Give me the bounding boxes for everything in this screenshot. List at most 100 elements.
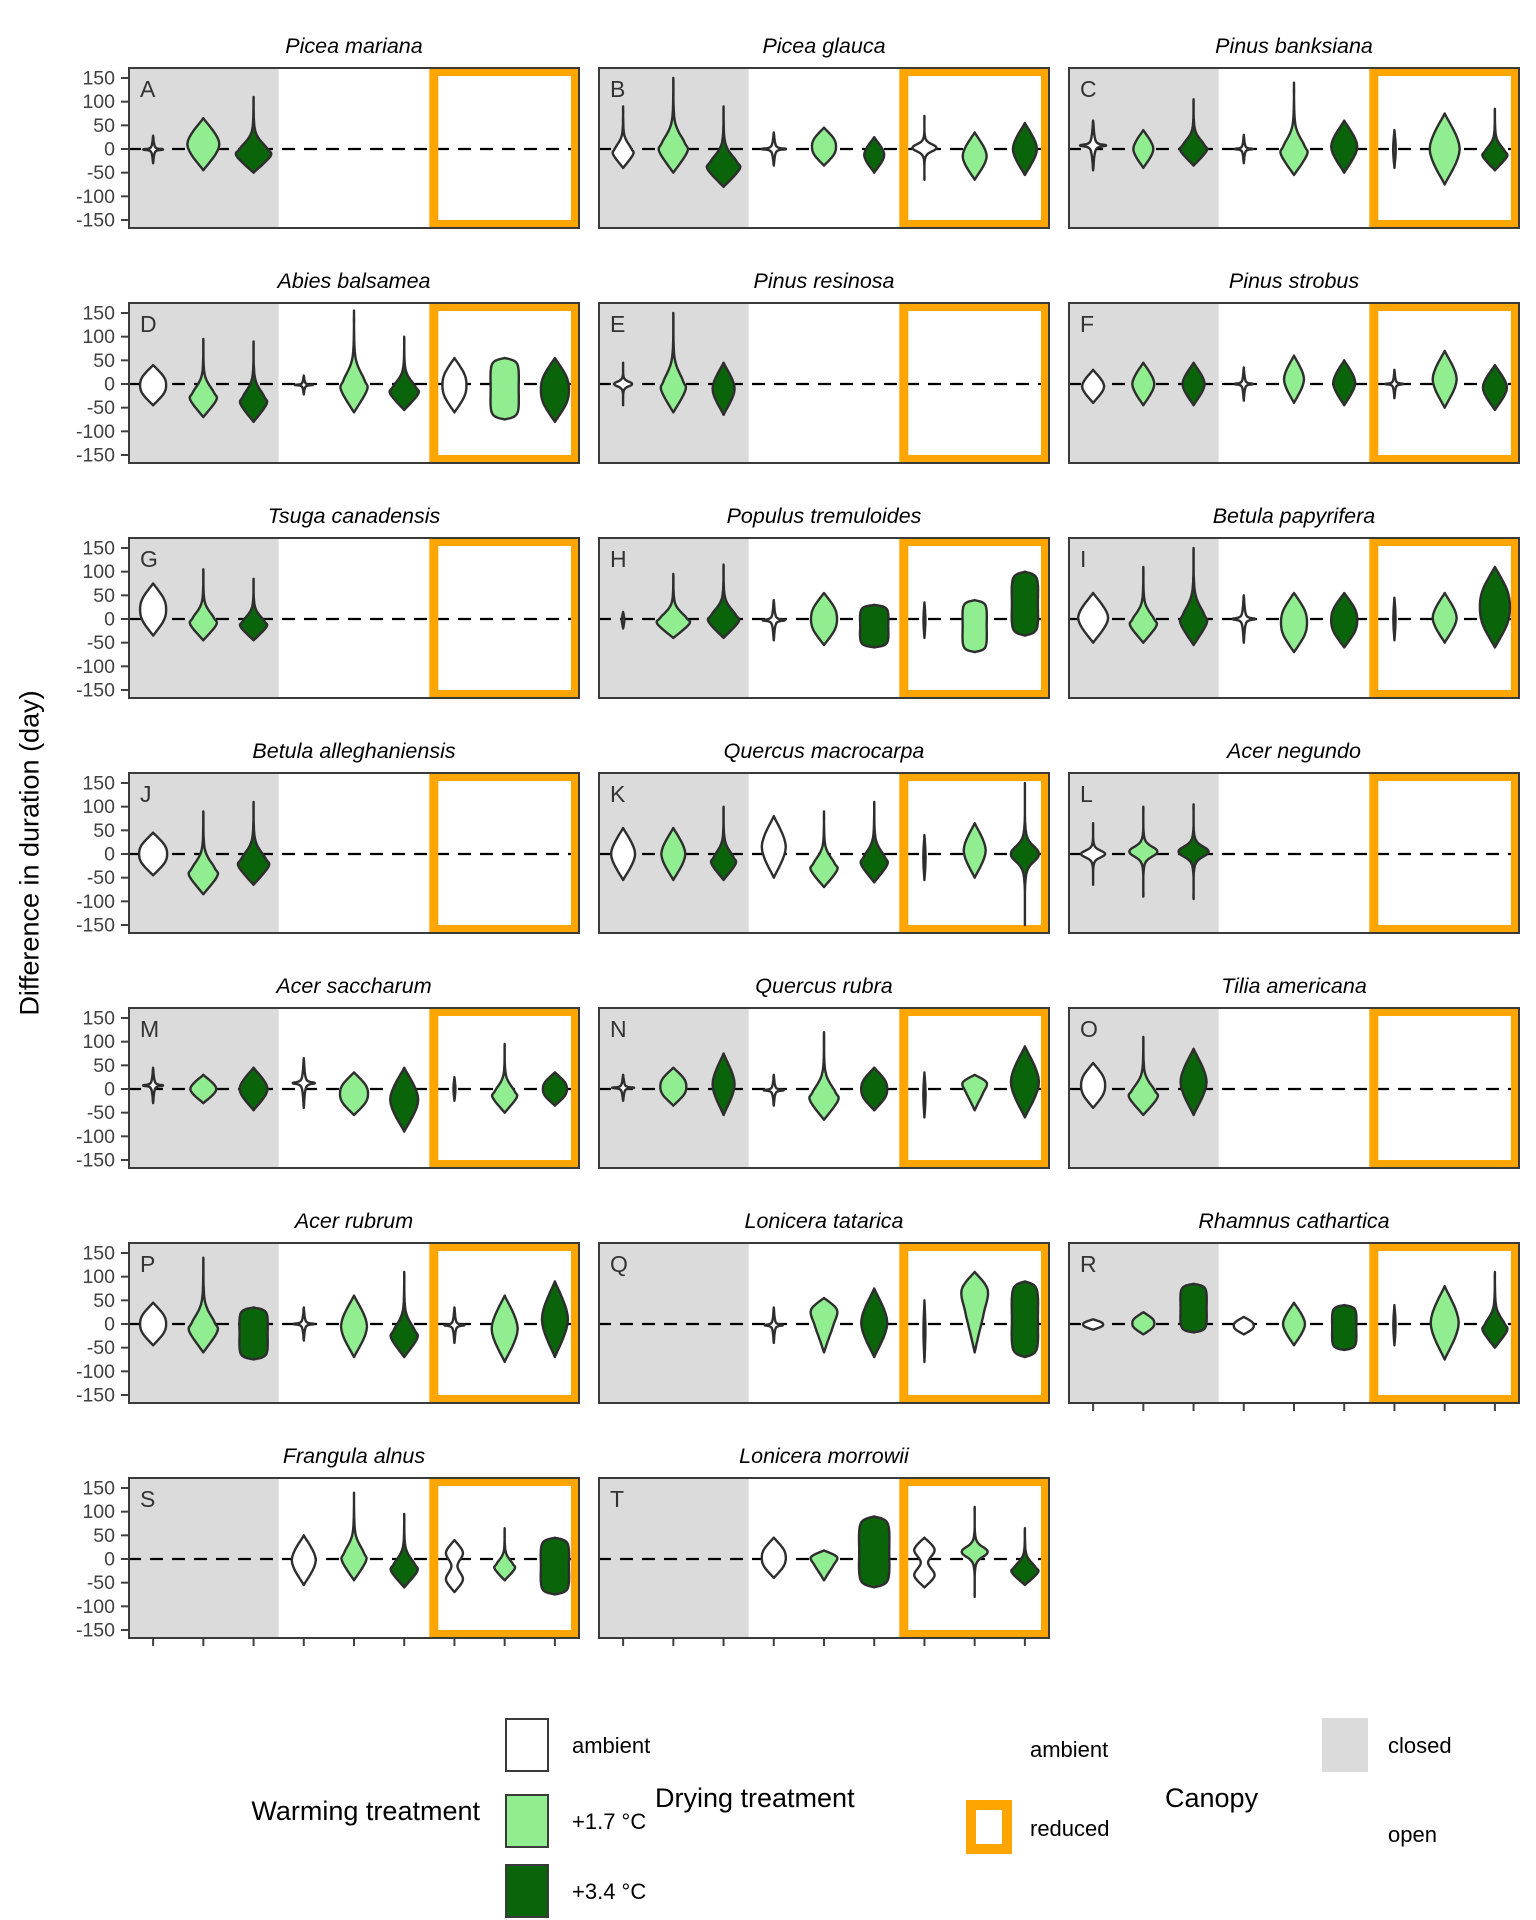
violin-F-open_reduced-+1.7C bbox=[1431, 349, 1458, 409]
violin-K-closed-ambient bbox=[609, 826, 637, 882]
violin-F-open_ambient-+3.4C bbox=[1332, 359, 1357, 407]
panel-letter-F: F bbox=[1080, 311, 1094, 337]
y-tick-label: 100 bbox=[82, 326, 115, 348]
violin-N-closed-+1.7C bbox=[659, 1066, 688, 1107]
y-tick-label: -150 bbox=[76, 1620, 115, 1642]
violin-D-open_ambient-+1.7C bbox=[339, 309, 369, 414]
violin-M-open_ambient-ambient bbox=[291, 1057, 316, 1110]
violin-R-open_reduced-+3.4C bbox=[1481, 1270, 1509, 1349]
panel-F: F bbox=[1068, 302, 1520, 464]
y-tick-label: 100 bbox=[82, 91, 115, 113]
y-tick-label: -100 bbox=[76, 1126, 115, 1148]
panel-I: I bbox=[1068, 537, 1520, 699]
y-tick-label: 50 bbox=[93, 1055, 115, 1077]
y-tick-label: 0 bbox=[104, 1549, 115, 1571]
violin-P-closed-ambient bbox=[138, 1301, 168, 1347]
violin-D-open_reduced-+1.7C bbox=[489, 356, 520, 421]
panel-plot-O: O bbox=[1068, 1007, 1520, 1169]
violin-F-open_reduced-+3.4C bbox=[1481, 363, 1509, 412]
violin-M-closed-ambient bbox=[141, 1066, 165, 1105]
reduced-drying-box bbox=[899, 537, 1050, 699]
violin-K-open_reduced-+3.4C bbox=[1009, 781, 1041, 927]
panel-border bbox=[598, 537, 1050, 699]
drying-reduced-label: reduced bbox=[1030, 1816, 1110, 1841]
y-tick-label: 0 bbox=[104, 844, 115, 866]
violin-L-closed-+3.4C bbox=[1177, 803, 1210, 901]
violin-B-open_reduced-ambient bbox=[911, 114, 938, 181]
violin-P-open_ambient-+3.4C bbox=[389, 1270, 419, 1359]
panel-letter-E: E bbox=[610, 311, 625, 337]
violin-F-open_ambient-ambient bbox=[1233, 366, 1254, 402]
panel-letter-A: A bbox=[140, 76, 156, 102]
panel-K: K bbox=[598, 772, 1050, 934]
panel-border bbox=[598, 67, 1050, 229]
reduced-drying-box bbox=[429, 537, 580, 699]
violin-Q-open_reduced-ambient bbox=[922, 1299, 927, 1364]
y-tick-label: -50 bbox=[87, 397, 115, 419]
panel-letter-P: P bbox=[140, 1251, 155, 1277]
violin-N-open_reduced-+1.7C bbox=[961, 1073, 989, 1112]
panel-title-P: Acer rubrum bbox=[294, 1209, 414, 1233]
violin-G-closed-ambient bbox=[138, 582, 168, 637]
violin-P-open_reduced-ambient bbox=[443, 1306, 466, 1345]
panel-border bbox=[128, 1007, 580, 1169]
y-tick-label: -150 bbox=[76, 1385, 115, 1407]
y-tick-label: 50 bbox=[93, 1290, 115, 1312]
violin-K-open_reduced-+1.7C bbox=[962, 822, 987, 879]
violin-S-open_ambient-+3.4C bbox=[389, 1512, 419, 1589]
panel-border bbox=[598, 1477, 1050, 1639]
violin-M-open_ambient-+1.7C bbox=[338, 1071, 370, 1117]
reduced-drying-box bbox=[429, 772, 580, 934]
y-tick-label: 150 bbox=[82, 773, 115, 795]
panel-A: A 150 100 50 0 -50 -100 -150 bbox=[76, 67, 580, 232]
panel-C: C bbox=[1068, 67, 1520, 229]
canopy-closed-swatch bbox=[1322, 1718, 1368, 1772]
y-tick-label: 100 bbox=[82, 1501, 115, 1523]
reduced-drying-box bbox=[899, 1242, 1050, 1404]
violin-C-open_reduced-+1.7C bbox=[1428, 112, 1461, 186]
y-tick-label: -50 bbox=[87, 162, 115, 184]
panel-letter-D: D bbox=[140, 311, 157, 337]
y-tick-label: -100 bbox=[76, 656, 115, 678]
y-tick-label: 100 bbox=[82, 1266, 115, 1288]
violin-G-closed-+1.7C bbox=[188, 568, 219, 642]
violin-T-open_ambient-+1.7C bbox=[809, 1549, 839, 1582]
y-tick-label: 100 bbox=[82, 1031, 115, 1053]
violin-R-closed-+3.4C bbox=[1179, 1282, 1208, 1334]
y-tick-label: -150 bbox=[76, 445, 115, 467]
violin-H-open_ambient-+1.7C bbox=[809, 591, 839, 647]
panel-title-S: Frangula alnus bbox=[282, 1444, 426, 1468]
panel-letter-O: O bbox=[1080, 1016, 1098, 1042]
violin-K-closed-+1.7C bbox=[660, 826, 687, 882]
violin-I-closed-+3.4C bbox=[1178, 546, 1209, 647]
panel-border bbox=[128, 1477, 580, 1639]
violin-H-open_ambient-+3.4C bbox=[858, 603, 890, 649]
panel-border bbox=[1068, 1242, 1520, 1404]
violin-E-closed-+3.4C bbox=[711, 361, 736, 416]
panel-title-Q: Lonicera tatarica bbox=[744, 1209, 904, 1233]
violin-L-closed-+1.7C bbox=[1128, 805, 1159, 898]
panel-title-B: Picea glauca bbox=[762, 34, 886, 58]
violin-E-closed-+1.7C bbox=[659, 311, 688, 414]
warming-ambient-swatch bbox=[505, 1718, 549, 1772]
violin-K-closed-+3.4C bbox=[709, 805, 738, 882]
violin-A-closed-ambient bbox=[141, 134, 165, 165]
violin-P-closed-+3.4C bbox=[238, 1306, 269, 1361]
panel-border bbox=[598, 1007, 1050, 1169]
violin-K-open_ambient-ambient bbox=[760, 814, 787, 879]
violin-K-open_ambient-+3.4C bbox=[859, 800, 889, 884]
violin-I-open_ambient-+3.4C bbox=[1330, 591, 1359, 649]
panel-title-A: Picea mariana bbox=[285, 34, 423, 58]
warming-34-swatch bbox=[505, 1864, 549, 1918]
y-tick-label: -100 bbox=[76, 186, 115, 208]
panel-title-L: Acer negundo bbox=[1227, 739, 1361, 763]
panel-title-G: Tsuga canadensis bbox=[267, 504, 441, 528]
violin-H-open_reduced-+1.7C bbox=[961, 598, 988, 654]
violin-I-open_reduced-+1.7C bbox=[1431, 591, 1458, 644]
drying-ambient-label: ambient bbox=[1030, 1737, 1109, 1762]
panel-title-K: Quercus macrocarpa bbox=[723, 739, 925, 763]
panel-plot-I: I bbox=[1068, 537, 1520, 699]
